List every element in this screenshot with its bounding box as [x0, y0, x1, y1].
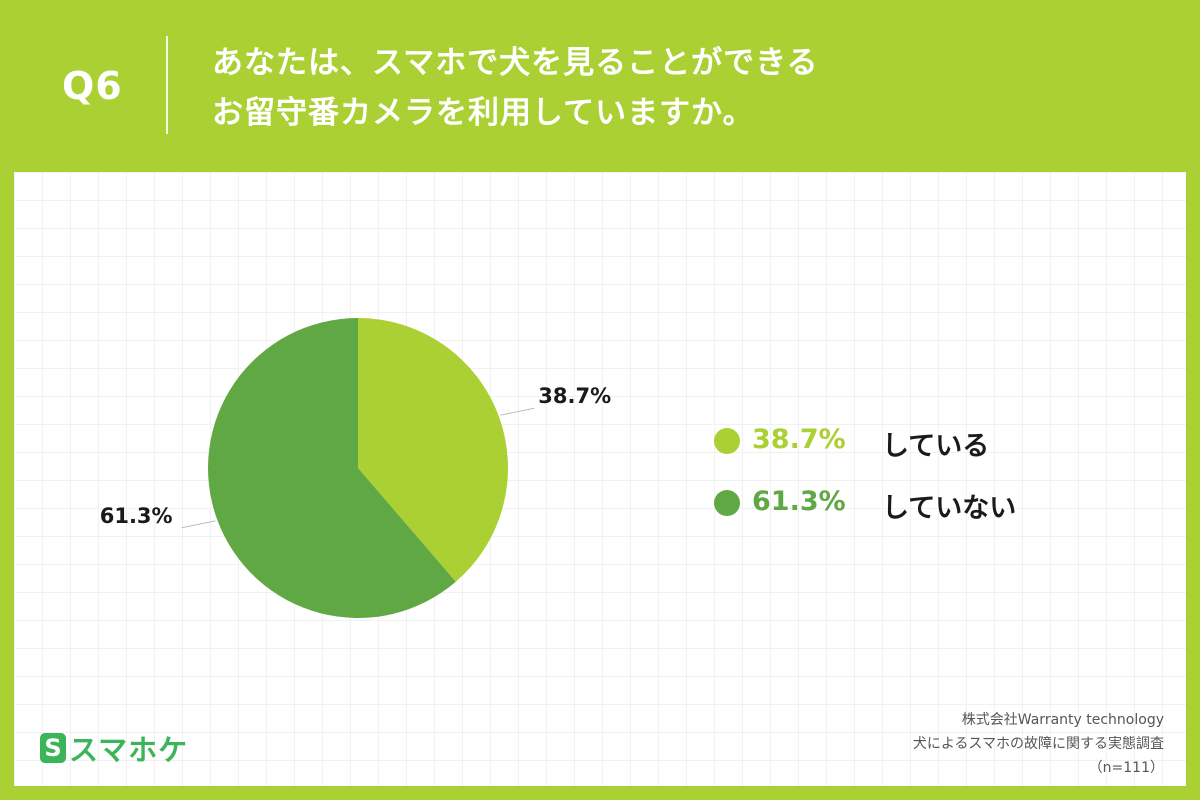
pie-slice-yes: [358, 318, 508, 582]
legend-label-no: していない: [882, 493, 1017, 524]
pie-label-yes: 38.7%: [538, 384, 612, 409]
chart-panel: 38.7% 61.3% 38.7% している 61.3% していない S スマホケ…: [14, 172, 1186, 786]
header: Q6 あなたは、スマホで犬を見ることができる お留守番カメラを利用していますか。: [0, 0, 1200, 172]
brand-logo-text: スマホケ: [69, 733, 189, 767]
brand-logo-icon: S: [40, 733, 66, 763]
pie-leader-lines: [181, 407, 535, 529]
pie-label-no: 61.3%: [99, 503, 173, 528]
question-title-line-1: あなたは、スマホで犬を見ることができる: [212, 45, 819, 81]
legend-value-no: 61.3%: [752, 486, 846, 517]
pie-leader-line-yes: [500, 407, 535, 416]
question-title-line-2: お留守番カメラを利用していますか。: [212, 95, 755, 131]
pie-leader-line-no: [181, 520, 216, 529]
source-survey: 犬によるスマホの故障に関する実態調査: [912, 736, 1164, 752]
legend-label-yes: している: [882, 431, 990, 462]
source-company: 株式会社Warranty technology: [961, 712, 1164, 728]
legend-dot-yes: [714, 428, 740, 454]
brand-logo: S スマホケ: [40, 728, 188, 768]
pie-slice-no: [207, 318, 456, 618]
source-note: 株式会社Warranty technology 犬によるスマホの故障に関する実態…: [913, 708, 1164, 780]
pie-slices: [207, 318, 508, 618]
legend-value-yes: 38.7%: [752, 424, 846, 455]
legend-dot-no: [714, 490, 740, 516]
question-title: あなたは、スマホで犬を見ることができる お留守番カメラを利用していますか。: [212, 38, 818, 138]
pie-chart: [181, 318, 535, 618]
question-number: Q6: [62, 64, 123, 108]
source-sample-size: （n=111）: [1088, 760, 1164, 776]
header-divider: [166, 36, 168, 134]
